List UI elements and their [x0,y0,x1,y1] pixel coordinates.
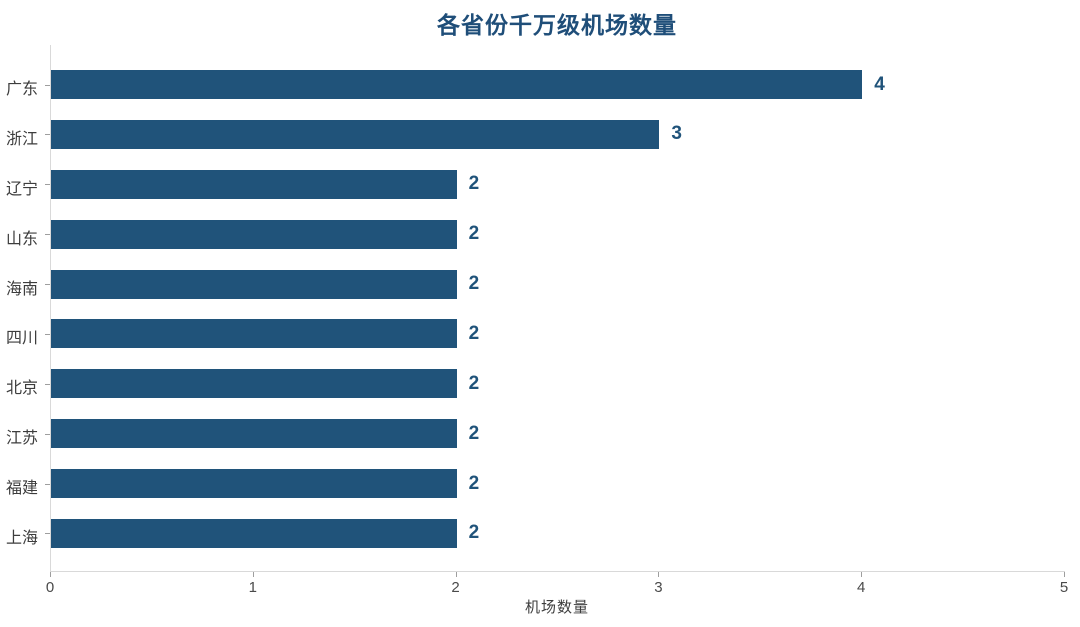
chart-title: 各省份千万级机场数量 [437,12,677,38]
x-axis-tick-label: 4 [857,579,866,596]
y-axis-tick [45,284,50,285]
bar [51,319,457,349]
bar-value-label: 2 [468,472,480,494]
y-axis-tick [45,483,50,485]
bar [51,269,457,299]
y-axis-category-label: 辽宁 [5,180,38,198]
bar [51,518,457,548]
y-axis-tick [45,383,50,385]
bar-value-label: 2 [468,273,480,294]
bar [51,70,863,99]
y-axis-tick [45,533,50,535]
y-axis-category-label: 福建 [5,480,38,497]
bar [51,119,660,149]
x-axis-tick [1064,572,1065,577]
bar-value-label: 2 [468,173,480,195]
plot-area [50,45,1065,572]
y-axis-tick [45,234,50,236]
y-axis-category-label: 四川 [5,330,38,348]
x-axis-tick [658,572,660,577]
y-axis-tick [45,333,50,335]
bar [51,169,457,199]
y-axis-tick [45,84,50,86]
y-axis-tick [45,433,50,435]
y-axis-category-label: 山东 [5,230,38,248]
x-axis-title: 机场数量 [524,599,589,616]
bar-value-label: 3 [671,123,682,145]
x-axis-tick-label: 2 [451,579,460,596]
x-axis-tick [861,572,863,577]
bar-value-label: 2 [468,422,480,444]
y-axis-category-label: 广东 [5,81,38,98]
y-axis-category-label: 浙江 [5,130,38,148]
y-axis-category-label: 江苏 [5,430,38,448]
y-axis-category-label: 上海 [5,529,38,547]
bar-value-label: 4 [874,73,885,95]
bar-value-label: 2 [468,322,480,344]
x-axis-tick-label: 1 [248,579,257,596]
y-axis-category-label: 北京 [5,380,38,398]
y-axis-category-label: 海南 [5,280,38,298]
x-axis-tick-label: 5 [1059,579,1069,596]
y-axis-tick [45,134,50,136]
x-axis-tick-label: 0 [45,579,55,596]
x-axis-tick [50,572,51,577]
bar-value-label: 2 [468,372,480,394]
x-axis-tick-label: 3 [654,579,663,596]
x-axis-tick [455,572,457,577]
bar [51,219,457,249]
x-axis-tick [252,572,254,577]
bar [51,469,457,498]
y-axis-tick [45,184,50,186]
bar [51,419,457,449]
bar-value-label: 2 [468,223,480,245]
bar-value-label: 2 [468,522,480,544]
bar [51,369,457,399]
